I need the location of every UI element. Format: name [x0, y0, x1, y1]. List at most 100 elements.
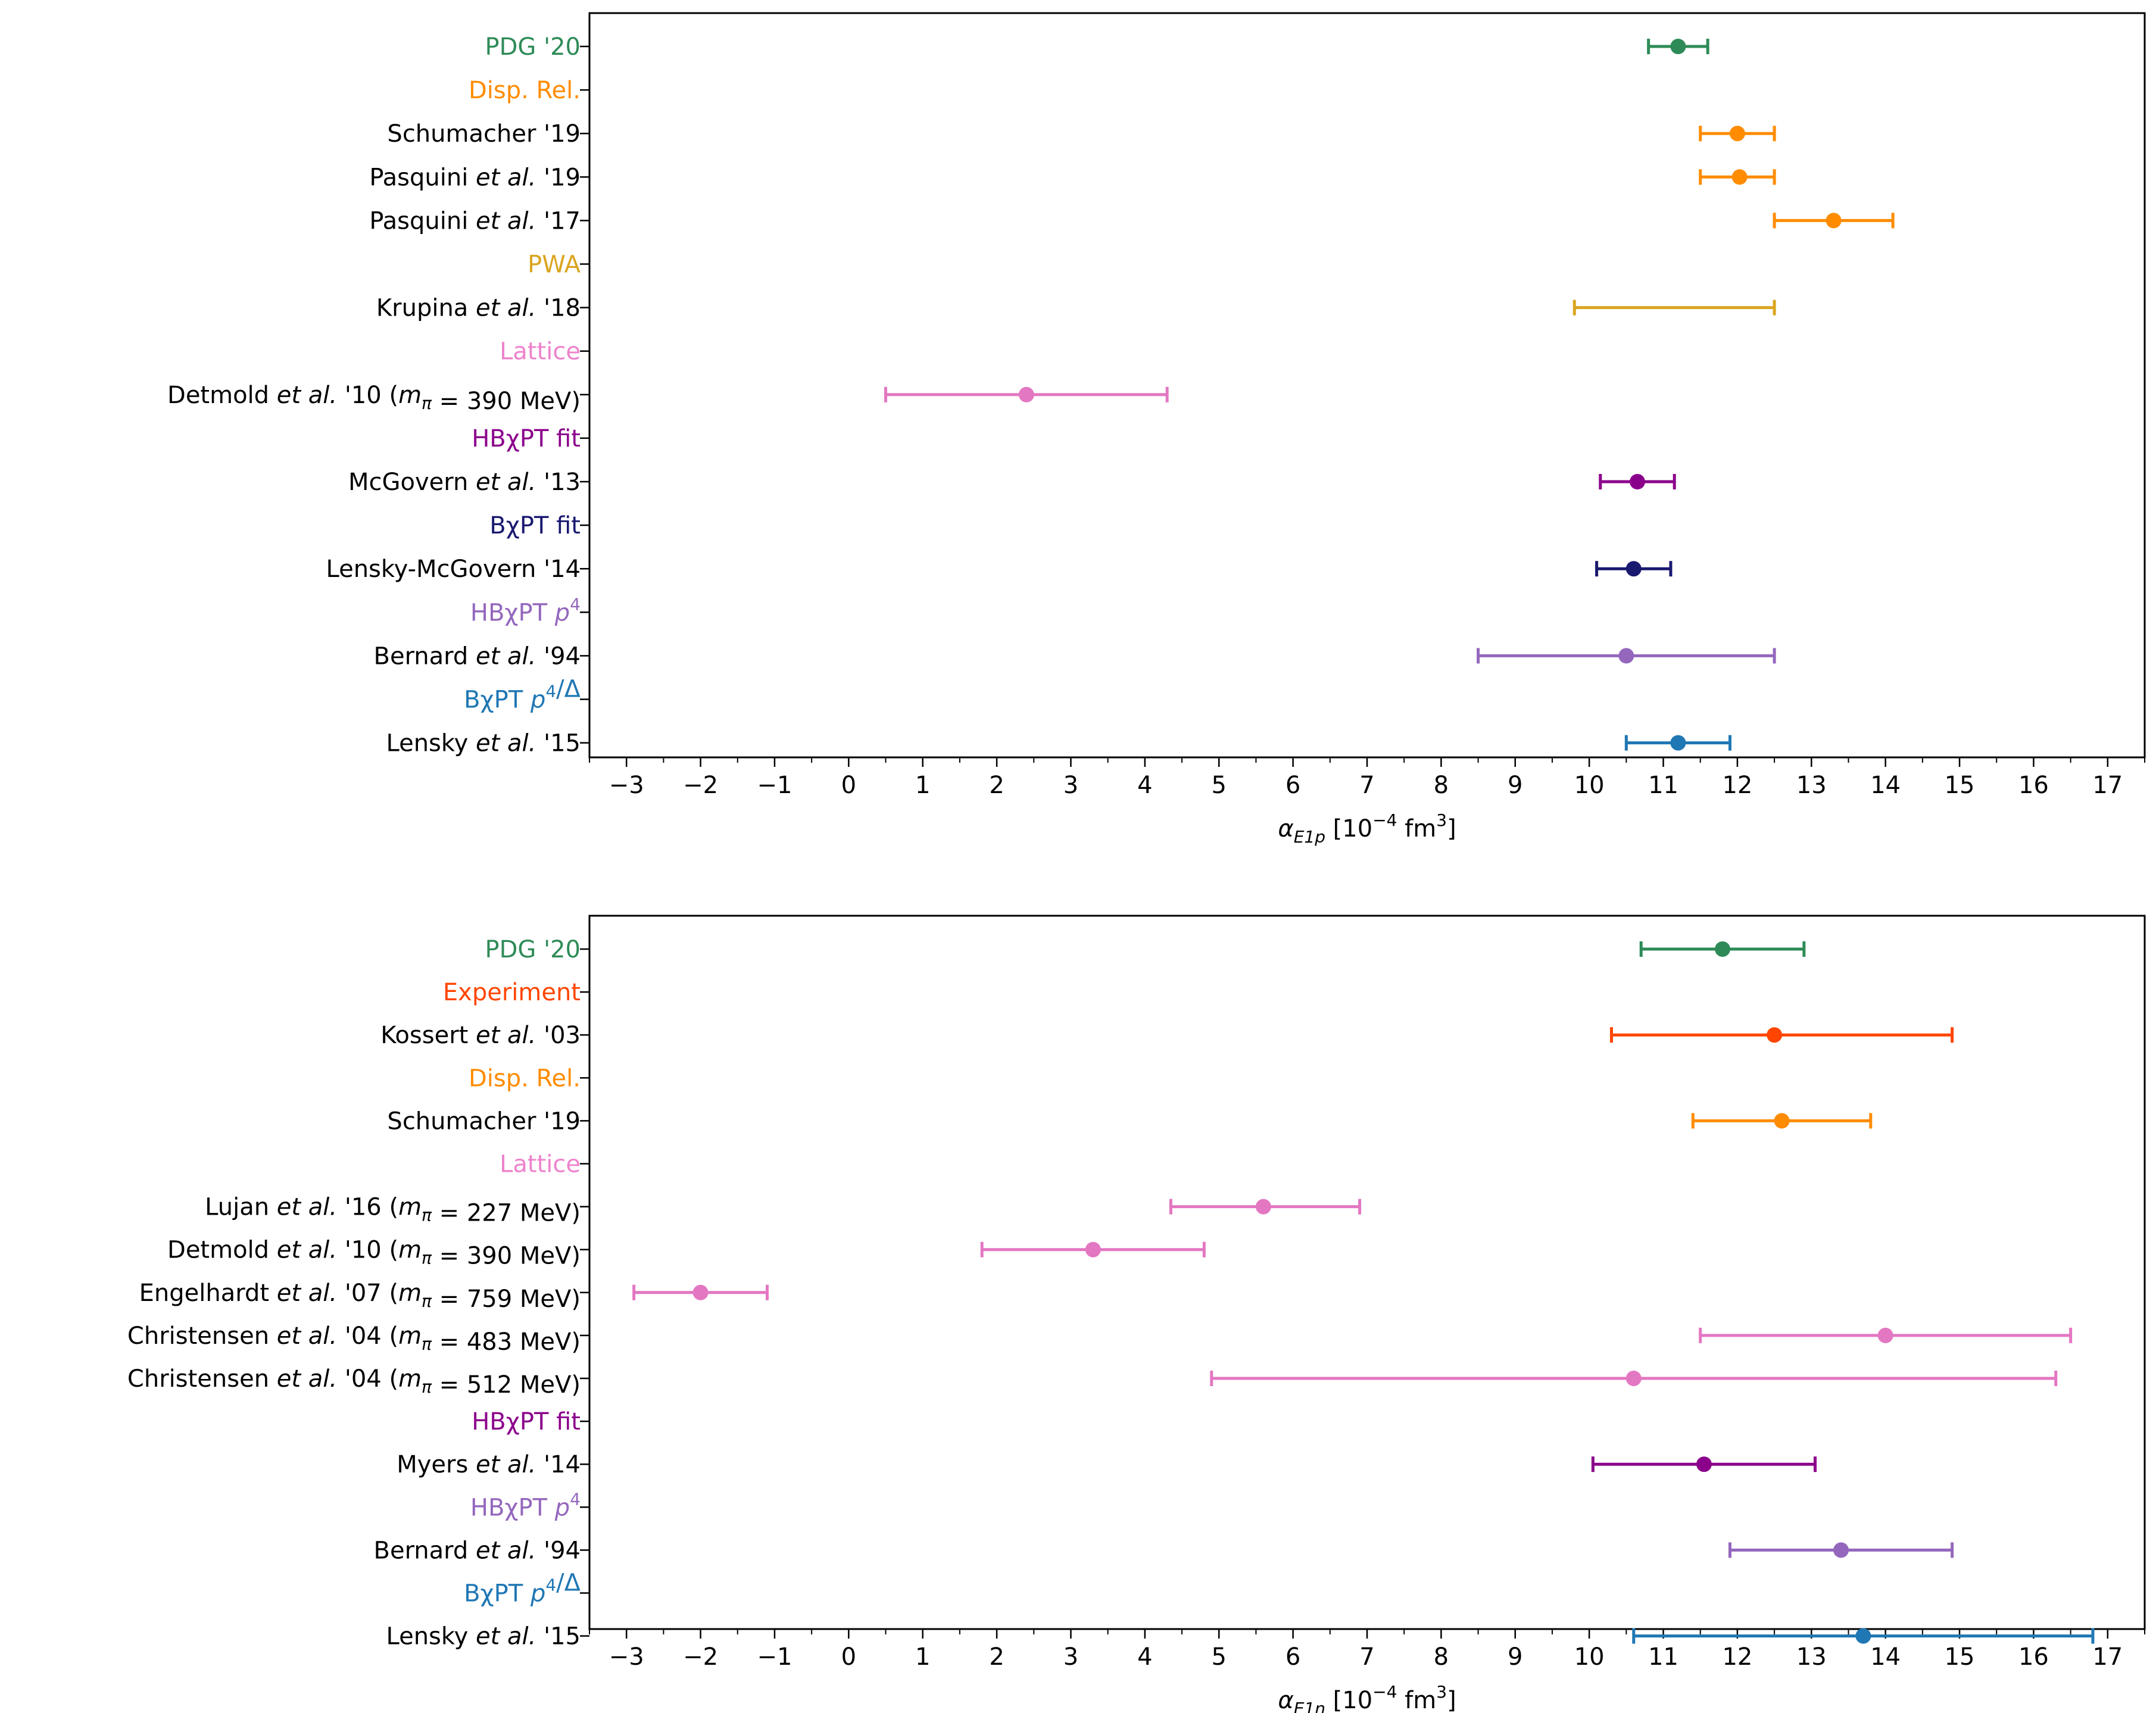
row-label: Christensen et al. '04 (mπ = 512 MeV) [127, 1365, 581, 1399]
data-point [1696, 1456, 1712, 1472]
row-label: Schumacher '19 [387, 120, 581, 148]
x-tick-label: 15 [1945, 772, 1975, 799]
x-tick-label: 1 [915, 1643, 930, 1671]
x-tick-label: 5 [1212, 772, 1227, 799]
data-point [1625, 1371, 1642, 1386]
row-label: Detmold et al. '10 (mπ = 390 MeV) [167, 382, 581, 415]
x-tick-label: −1 [757, 772, 792, 799]
group-header-label: HBχPT fit [472, 425, 581, 453]
x-tick-label: −3 [609, 772, 644, 799]
x-tick-label: −2 [683, 1643, 718, 1671]
x-tick-label: 2 [989, 772, 1004, 799]
x-axis-label-part: −4 [1372, 810, 1397, 830]
data-point [1629, 474, 1645, 489]
data-point [1715, 941, 1731, 957]
x-tick-label: 14 [1870, 772, 1901, 799]
x-tick-label: 13 [1796, 1643, 1827, 1671]
x-tick-label: −2 [683, 772, 718, 799]
x-tick-label: 8 [1434, 772, 1449, 799]
group-header-label: HBχPT p4 [470, 594, 581, 626]
x-axis-label-part: ] [1447, 815, 1456, 843]
x-axis-label-part: fm [1397, 1687, 1436, 1713]
data-point [1670, 39, 1686, 54]
x-tick-label: 7 [1359, 1643, 1374, 1671]
x-tick-label: 6 [1286, 772, 1300, 799]
x-tick-label: 8 [1434, 1643, 1449, 1671]
x-axis-label-part: ] [1447, 1687, 1456, 1713]
group-header-label: Disp. Rel. [469, 77, 581, 104]
x-tick-label: 14 [1870, 1643, 1901, 1671]
x-tick-label: 16 [2018, 772, 2049, 799]
x-tick-label: 11 [1648, 772, 1678, 799]
data-point [1833, 1542, 1849, 1558]
x-tick-label: 16 [2018, 1643, 2049, 1671]
data-point [1085, 1241, 1101, 1258]
data-point [1767, 1027, 1783, 1043]
row-label: Lensky et al. '15 [386, 730, 581, 757]
data-point [1855, 1628, 1871, 1644]
x-tick-label: 2 [989, 1643, 1004, 1671]
x-tick-label: 11 [1648, 1643, 1678, 1671]
group-header-label: BχPT p4/Δ [464, 676, 581, 714]
x-tick-label: 3 [1063, 772, 1078, 799]
x-tick-label: 9 [1508, 1643, 1522, 1671]
x-tick-label: 4 [1137, 772, 1152, 799]
x-tick-label: 10 [1574, 772, 1605, 799]
data-point [1255, 1199, 1271, 1215]
x-tick-label: 10 [1574, 1643, 1605, 1671]
x-tick-label: 1 [915, 772, 930, 799]
row-label: Bernard et al. '94 [374, 1537, 581, 1564]
row-label: Pasquini et al. '19 [369, 164, 581, 191]
data-point [1729, 126, 1745, 142]
group-header-label: HBχPT fit [472, 1408, 581, 1436]
x-axis-label: αE1p [10−4 fm3] [1278, 810, 1456, 847]
x-tick-label: 17 [2092, 772, 2123, 799]
x-tick-label: −3 [609, 1643, 644, 1671]
row-label: Kossert et al. '03 [380, 1022, 581, 1049]
x-tick-label: 6 [1286, 1643, 1300, 1671]
x-tick-label: 4 [1137, 1643, 1152, 1671]
x-axis-label-part: 3 [1436, 810, 1447, 830]
data-point [1018, 386, 1034, 402]
data-point [1877, 1327, 1893, 1343]
row-label: Bernard et al. '94 [374, 642, 581, 670]
group-header-label: Lattice [500, 1151, 581, 1178]
group-header-label: BχPT p4/Δ [464, 1570, 581, 1608]
group-header-label: PWA [528, 251, 581, 279]
data-point [1625, 561, 1642, 577]
x-tick-label: 3 [1063, 1643, 1078, 1671]
x-axis-label-part: fm [1397, 815, 1436, 843]
x-tick-label: 17 [2092, 1643, 2123, 1671]
x-tick-label: 12 [1722, 1643, 1752, 1671]
row-label: PDG '20 [485, 936, 581, 963]
data-point [1731, 169, 1748, 185]
x-tick-label: −1 [757, 1643, 792, 1671]
group-header-label: BχPT fit [489, 512, 581, 539]
data-point [1670, 735, 1686, 751]
row-label: Pasquini et al. '17 [369, 207, 581, 235]
x-axis-label-part: [10 [1325, 815, 1372, 843]
data-point [1774, 1113, 1790, 1129]
row-label: Christensen et al. '04 (mπ = 483 MeV) [127, 1322, 581, 1356]
x-tick-label: 5 [1212, 1643, 1227, 1671]
x-tick-label: 0 [841, 772, 856, 799]
x-axis-label-part: α [1278, 815, 1293, 843]
x-axis-label-part: α [1278, 1687, 1293, 1713]
x-tick-label: 7 [1359, 772, 1374, 799]
group-header-label: Experiment [443, 979, 581, 1006]
x-tick-label: 12 [1722, 772, 1752, 799]
row-label: PDG '20 [485, 33, 581, 61]
group-header-label: HBχPT p4 [470, 1489, 581, 1521]
row-label: Engelhardt et al. '07 (mπ = 759 MeV) [139, 1280, 581, 1313]
x-tick-label: 0 [841, 1643, 856, 1671]
x-axis-label-part: [10 [1325, 1687, 1372, 1713]
data-point [692, 1284, 709, 1300]
data-point [1618, 648, 1634, 664]
row-label: McGovern et al. '13 [348, 469, 581, 496]
x-tick-label: 15 [1945, 1643, 1975, 1671]
row-label: Detmold et al. '10 (mπ = 390 MeV) [167, 1237, 581, 1270]
row-label: Lensky et al. '15 [386, 1623, 581, 1650]
